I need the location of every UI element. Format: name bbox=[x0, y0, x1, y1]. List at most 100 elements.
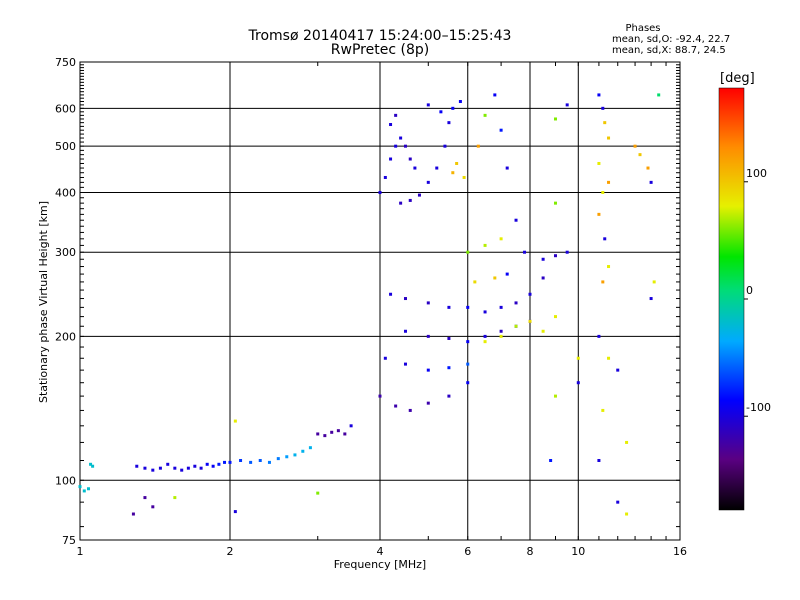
colorbar-tick-label: -100 bbox=[746, 401, 771, 414]
data-point bbox=[330, 430, 334, 434]
data-point bbox=[426, 103, 430, 107]
data-point bbox=[541, 276, 545, 280]
data-point bbox=[86, 487, 90, 491]
data-point bbox=[173, 466, 177, 470]
data-point bbox=[553, 394, 557, 398]
data-point bbox=[553, 117, 557, 121]
data-point bbox=[173, 496, 177, 500]
data-point bbox=[166, 462, 170, 466]
data-point bbox=[553, 315, 557, 319]
data-point bbox=[607, 180, 611, 184]
data-point bbox=[649, 180, 653, 184]
data-point bbox=[78, 485, 82, 489]
data-point bbox=[462, 175, 466, 179]
data-point bbox=[323, 434, 327, 438]
data-point bbox=[205, 462, 209, 466]
data-point bbox=[426, 301, 430, 305]
data-point bbox=[466, 305, 470, 309]
data-point bbox=[199, 466, 203, 470]
data-point bbox=[483, 310, 487, 314]
data-point bbox=[349, 424, 353, 428]
data-point bbox=[267, 460, 271, 464]
data-point bbox=[499, 128, 503, 132]
data-point bbox=[549, 458, 553, 462]
data-point bbox=[607, 265, 611, 269]
data-point bbox=[447, 394, 451, 398]
data-point bbox=[541, 329, 545, 333]
data-point bbox=[233, 419, 237, 423]
data-point bbox=[514, 218, 518, 222]
data-point bbox=[565, 250, 569, 254]
data-point bbox=[451, 171, 455, 175]
data-point bbox=[499, 334, 503, 338]
data-point bbox=[413, 166, 417, 170]
chart-title: Tromsø 20140417 15:24:00–15:25:43 bbox=[248, 28, 512, 44]
data-point bbox=[399, 201, 403, 205]
stats-line-o: mean, sd,O: -92.4, 22.7 bbox=[612, 34, 730, 45]
data-point bbox=[276, 457, 280, 461]
data-point bbox=[403, 362, 407, 366]
data-point bbox=[649, 297, 653, 301]
data-point bbox=[151, 505, 155, 509]
data-point bbox=[378, 394, 382, 398]
data-point bbox=[466, 362, 470, 366]
data-point bbox=[576, 381, 580, 385]
data-point bbox=[447, 336, 451, 340]
data-point bbox=[514, 324, 518, 328]
data-point bbox=[625, 440, 629, 444]
data-point bbox=[180, 468, 184, 472]
data-point bbox=[193, 464, 197, 468]
data-point bbox=[466, 340, 470, 344]
x-axis-label: Frequency [MHz] bbox=[334, 558, 426, 571]
data-point bbox=[316, 432, 320, 436]
data-point bbox=[239, 458, 243, 462]
y-tick-label: 400 bbox=[55, 186, 76, 199]
data-point bbox=[514, 301, 518, 305]
data-point bbox=[135, 464, 139, 468]
data-point bbox=[439, 110, 443, 114]
data-point bbox=[505, 272, 509, 276]
data-point bbox=[301, 449, 305, 453]
data-point bbox=[435, 166, 439, 170]
data-point bbox=[408, 157, 412, 161]
colorbar-label: [deg] bbox=[720, 71, 755, 86]
data-point bbox=[447, 305, 451, 309]
data-point bbox=[217, 462, 221, 466]
data-point bbox=[466, 381, 470, 385]
data-point bbox=[383, 356, 387, 360]
data-point bbox=[228, 460, 232, 464]
data-point bbox=[426, 180, 430, 184]
x-tick-label: 10 bbox=[571, 545, 585, 558]
data-point bbox=[293, 453, 297, 457]
data-point bbox=[601, 190, 605, 194]
data-point bbox=[597, 93, 601, 97]
data-point bbox=[652, 280, 656, 284]
data-point bbox=[403, 144, 407, 148]
data-point bbox=[443, 144, 447, 148]
data-point bbox=[389, 292, 393, 296]
data-point bbox=[473, 280, 477, 284]
data-point bbox=[89, 462, 93, 466]
data-point bbox=[633, 144, 637, 148]
x-tick-label: 8 bbox=[527, 545, 534, 558]
data-point bbox=[625, 512, 629, 516]
data-point bbox=[394, 113, 398, 117]
colorbar-tick-label: 100 bbox=[746, 167, 767, 180]
data-point bbox=[258, 458, 262, 462]
data-point bbox=[426, 334, 430, 338]
data-point bbox=[233, 510, 237, 514]
data-point bbox=[451, 106, 455, 110]
data-point bbox=[499, 237, 503, 241]
data-point bbox=[483, 340, 487, 344]
y-tick-label: 600 bbox=[55, 102, 76, 115]
data-point bbox=[597, 161, 601, 165]
data-point bbox=[455, 161, 459, 165]
data-point bbox=[223, 460, 227, 464]
y-tick-label: 750 bbox=[55, 56, 76, 69]
x-tick-label: 4 bbox=[377, 545, 384, 558]
data-point bbox=[607, 136, 611, 140]
data-point bbox=[186, 466, 190, 470]
data-point bbox=[483, 113, 487, 117]
data-point bbox=[403, 297, 407, 301]
